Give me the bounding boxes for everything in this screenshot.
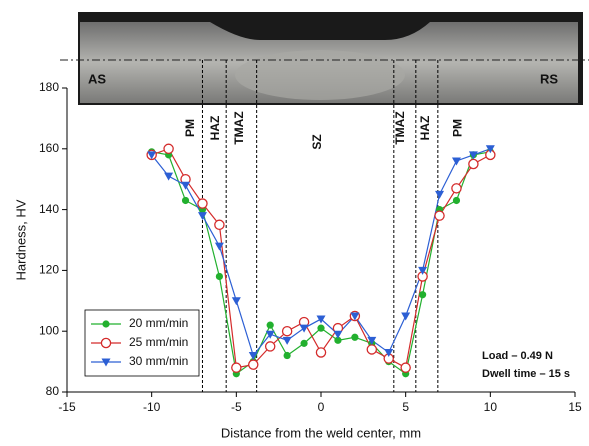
legend-marker (102, 320, 110, 328)
point (468, 158, 479, 170)
legend-label: 25 mm/min (129, 335, 188, 349)
annotation: Load – 0.49 N (482, 350, 553, 362)
zone-label: PM (183, 119, 197, 137)
y-tick-label: 120 (39, 263, 59, 277)
x-tick-label: -10 (143, 400, 161, 414)
point (401, 312, 411, 321)
x-tick-label: -15 (58, 400, 76, 414)
point (197, 212, 207, 221)
point (333, 330, 343, 339)
point (451, 157, 461, 166)
point (281, 325, 293, 337)
y-tick-label: 80 (46, 384, 60, 398)
annotation: Dwell time – 15 s (482, 368, 570, 380)
x-axis-label: Distance from the weld center, mm (221, 425, 421, 440)
point (316, 315, 326, 324)
x-tick-label: 15 (568, 400, 582, 414)
point (419, 291, 427, 299)
point (283, 351, 291, 360)
point (266, 321, 274, 329)
point (215, 272, 223, 281)
point (351, 333, 359, 341)
point (315, 347, 327, 358)
y-tick-label: 180 (39, 80, 59, 94)
point (434, 210, 445, 221)
x-tick-label: 5 (402, 400, 409, 414)
point (317, 324, 325, 332)
point (384, 348, 394, 357)
point (248, 352, 258, 361)
point (451, 183, 462, 194)
photo-label: AS (88, 71, 106, 86)
x-tick-label: -5 (231, 400, 242, 414)
point (265, 330, 275, 339)
point (181, 181, 191, 190)
point (231, 297, 241, 306)
point (400, 362, 411, 373)
photo-label: RS (540, 71, 558, 86)
point (282, 336, 292, 345)
y-axis-label: Hardness, HV (13, 199, 28, 280)
y-tick-label: 160 (39, 141, 59, 155)
point (418, 266, 428, 275)
point (435, 190, 445, 199)
y-tick-label: 140 (39, 202, 59, 216)
point (147, 151, 157, 160)
legend-marker (100, 337, 112, 349)
zone-label: TMAZ (393, 111, 407, 144)
zone-label: SZ (310, 134, 324, 149)
legend-label: 20 mm/min (129, 316, 188, 330)
point (350, 312, 360, 321)
legend-marker (101, 358, 111, 367)
point (468, 151, 478, 160)
point (264, 341, 276, 352)
point (163, 143, 174, 155)
point (334, 336, 342, 344)
point (299, 324, 309, 333)
photo-weld (235, 50, 405, 100)
zone-label: HAZ (208, 116, 222, 141)
point (214, 219, 225, 231)
x-tick-label: 0 (318, 400, 325, 414)
y-tick-label: 100 (39, 323, 59, 337)
x-tick-label: 10 (484, 400, 498, 414)
point (248, 359, 259, 370)
point (181, 196, 190, 205)
point (214, 242, 224, 251)
point (300, 339, 308, 347)
point (452, 196, 461, 205)
legend-label: 30 mm/min (129, 354, 188, 368)
point (366, 344, 378, 355)
zone-label: TMAZ (232, 111, 246, 144)
point (197, 198, 208, 209)
point (485, 145, 495, 154)
zone-label: PM (450, 119, 464, 137)
point (231, 362, 242, 373)
zone-label: HAZ (418, 116, 432, 141)
point (164, 172, 174, 181)
point (367, 336, 377, 345)
